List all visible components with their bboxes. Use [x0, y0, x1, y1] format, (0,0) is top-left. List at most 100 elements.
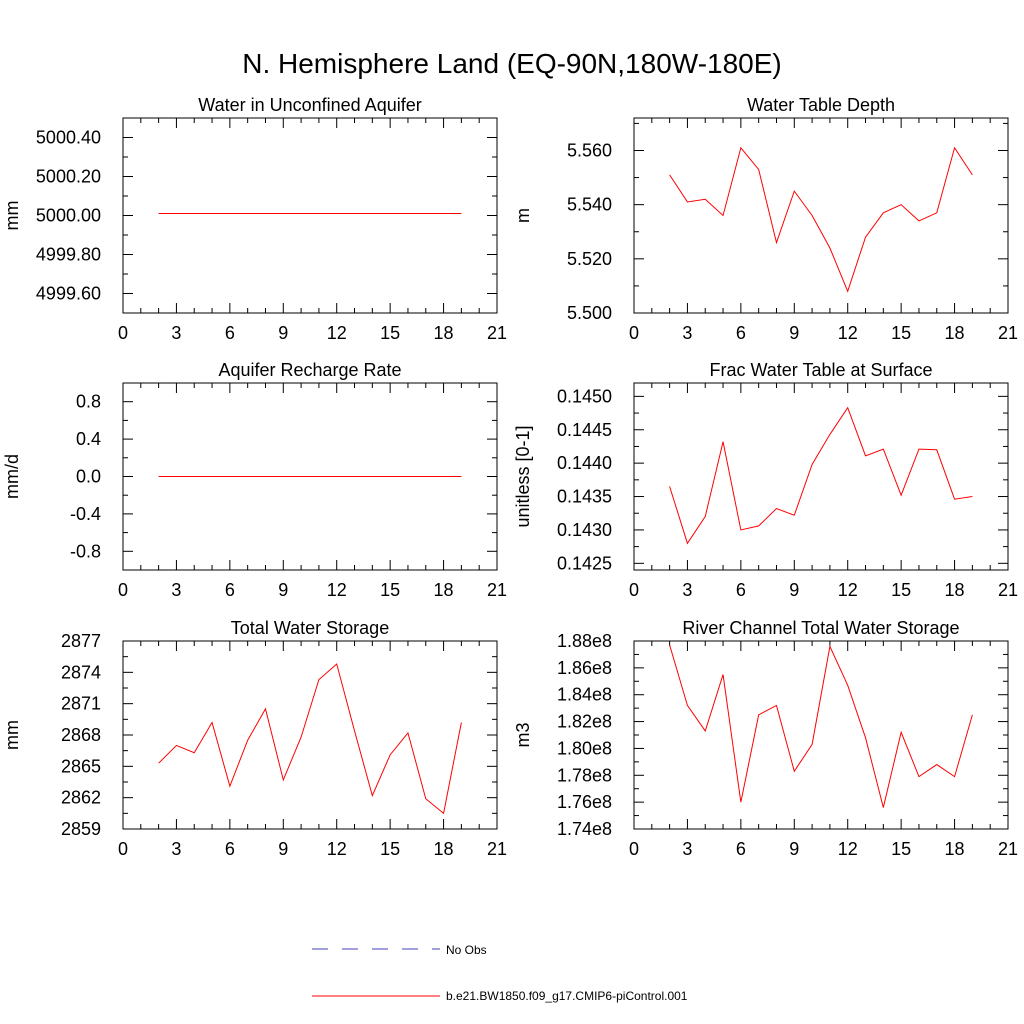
x-tick-label: 21: [487, 323, 507, 343]
x-tick-label: 3: [682, 323, 692, 343]
y-tick-label: 1.82e8: [557, 712, 612, 732]
x-tick-label: 6: [736, 323, 746, 343]
series-line: [669, 406, 973, 545]
y-tick-label: 2865: [61, 756, 101, 776]
y-tick-label: -0.8: [70, 541, 101, 561]
panel-2: Water Table Depth m 0 3 6 9 12 15 18 21 5.500 5.520…: [513, 95, 1018, 343]
y-tick-label: 0.1430: [557, 520, 612, 540]
legend-label-model: b.e21.BW1850.f09_g17.CMIP6-piControl.001: [446, 989, 688, 1003]
panels-group: Water in Unconfined Aquifer mm 0 3 6 9 12 15 18 2…: [2, 95, 1018, 859]
panel-title: River Channel Total Water Storage: [682, 618, 959, 638]
x-tick-label: 9: [789, 839, 799, 859]
x-tick-label: 0: [629, 323, 639, 343]
y-tick-label: 5.500: [567, 303, 612, 323]
plot-frame: [633, 640, 1009, 830]
y-tick-label: 4999.60: [36, 284, 101, 304]
y-tick-label: 2868: [61, 725, 101, 745]
x-tick-label: 15: [380, 839, 400, 859]
x-tick-label: 21: [998, 839, 1018, 859]
y-tick-label: -0.4: [70, 504, 101, 524]
x-tick-label: 15: [891, 323, 911, 343]
y-tick-label: 0.0: [76, 467, 101, 487]
x-tick-label: 15: [380, 323, 400, 343]
y-tick-label: 5000.40: [36, 128, 101, 148]
y-tick-label: 5.560: [567, 141, 612, 161]
x-tick-label: 15: [891, 580, 911, 600]
panel-title: Water in Unconfined Aquifer: [198, 95, 421, 115]
y-tick-label: 5000.20: [36, 167, 101, 187]
x-tick-label: 21: [487, 580, 507, 600]
x-tick-label: 18: [434, 323, 454, 343]
y-tick-label: 1.86e8: [557, 658, 612, 678]
x-tick-label: 18: [945, 323, 965, 343]
plot-frame: [633, 382, 1009, 571]
x-tick-label: 12: [327, 323, 347, 343]
x-tick-label: 21: [487, 839, 507, 859]
legend-label-no-obs: No Obs: [446, 943, 487, 957]
y-tick-label: 1.80e8: [557, 738, 612, 758]
plot-frame: [122, 117, 498, 314]
y-tick-label: 0.1445: [557, 420, 612, 440]
y-tick-label: 5.520: [567, 249, 612, 269]
x-tick-label: 0: [118, 323, 128, 343]
x-tick-label: 21: [998, 580, 1018, 600]
y-tick-label: 2874: [61, 662, 101, 682]
x-tick-label: 6: [736, 580, 746, 600]
x-tick-label: 0: [629, 839, 639, 859]
x-tick-label: 6: [225, 839, 235, 859]
panel-1: Water in Unconfined Aquifer mm 0 3 6 9 12 15 18 2…: [2, 95, 507, 343]
y-tick-label: 1.88e8: [557, 631, 612, 651]
y-tick-label: 2871: [61, 694, 101, 714]
x-tick-label: 3: [171, 323, 181, 343]
y-tick-label: 5.540: [567, 195, 612, 215]
x-tick-label: 3: [171, 580, 181, 600]
y-tick-label: 1.74e8: [557, 819, 612, 839]
panel-4: Frac Water Table at Surface unitless [0-1…: [513, 360, 1018, 600]
y-tick-label: 0.4: [76, 429, 101, 449]
figure-title: N. Hemisphere Land (EQ-90N,180W-180E): [242, 48, 782, 79]
panel-title: Total Water Storage: [231, 618, 389, 638]
x-tick-label: 12: [327, 580, 347, 600]
y-tick-label: 0.8: [76, 392, 101, 412]
x-tick-label: 3: [682, 580, 692, 600]
legend: No Obs b.e21.BW1850.f09_g17.CMIP6-piCont…: [312, 943, 688, 1003]
y-tick-label: 1.76e8: [557, 792, 612, 812]
panel-title: Water Table Depth: [747, 95, 895, 115]
x-tick-label: 18: [434, 839, 454, 859]
y-tick-label: 0.1425: [557, 553, 612, 573]
x-tick-label: 6: [225, 580, 235, 600]
x-tick-label: 9: [278, 323, 288, 343]
x-tick-label: 9: [789, 323, 799, 343]
y-axis-label: unitless [0-1]: [513, 425, 533, 527]
x-tick-label: 0: [118, 580, 128, 600]
series-line: [669, 644, 973, 808]
y-axis-label: m: [513, 208, 533, 223]
panel-6: River Channel Total Water Storage m3 0 3 6 9 1…: [513, 618, 1018, 859]
y-axis-label: mm/d: [2, 454, 22, 499]
x-tick-label: 9: [278, 580, 288, 600]
x-tick-label: 3: [682, 839, 692, 859]
y-tick-label: 4999.80: [36, 245, 101, 265]
x-tick-label: 18: [945, 839, 965, 859]
y-axis-label: mm: [2, 201, 22, 231]
y-axis-label: m3: [513, 722, 533, 747]
x-tick-label: 0: [629, 580, 639, 600]
y-axis-label: mm: [2, 720, 22, 750]
y-tick-label: 1.78e8: [557, 765, 612, 785]
x-tick-label: 0: [118, 839, 128, 859]
y-tick-label: 0.1440: [557, 453, 612, 473]
x-tick-label: 12: [327, 839, 347, 859]
x-tick-label: 3: [171, 839, 181, 859]
x-tick-label: 6: [736, 839, 746, 859]
y-tick-label: 0.1450: [557, 386, 612, 406]
y-tick-label: 1.84e8: [557, 685, 612, 705]
panel-title: Aquifer Recharge Rate: [218, 360, 401, 380]
plot-frame: [122, 640, 498, 830]
x-tick-label: 9: [278, 839, 288, 859]
x-tick-label: 15: [891, 839, 911, 859]
panel-3: Aquifer Recharge Rate mm/d 0 3 6 9 12 15 18 21 -0.…: [2, 360, 507, 600]
x-tick-label: 9: [789, 580, 799, 600]
x-tick-label: 21: [998, 323, 1018, 343]
plot-frame: [633, 117, 1009, 314]
